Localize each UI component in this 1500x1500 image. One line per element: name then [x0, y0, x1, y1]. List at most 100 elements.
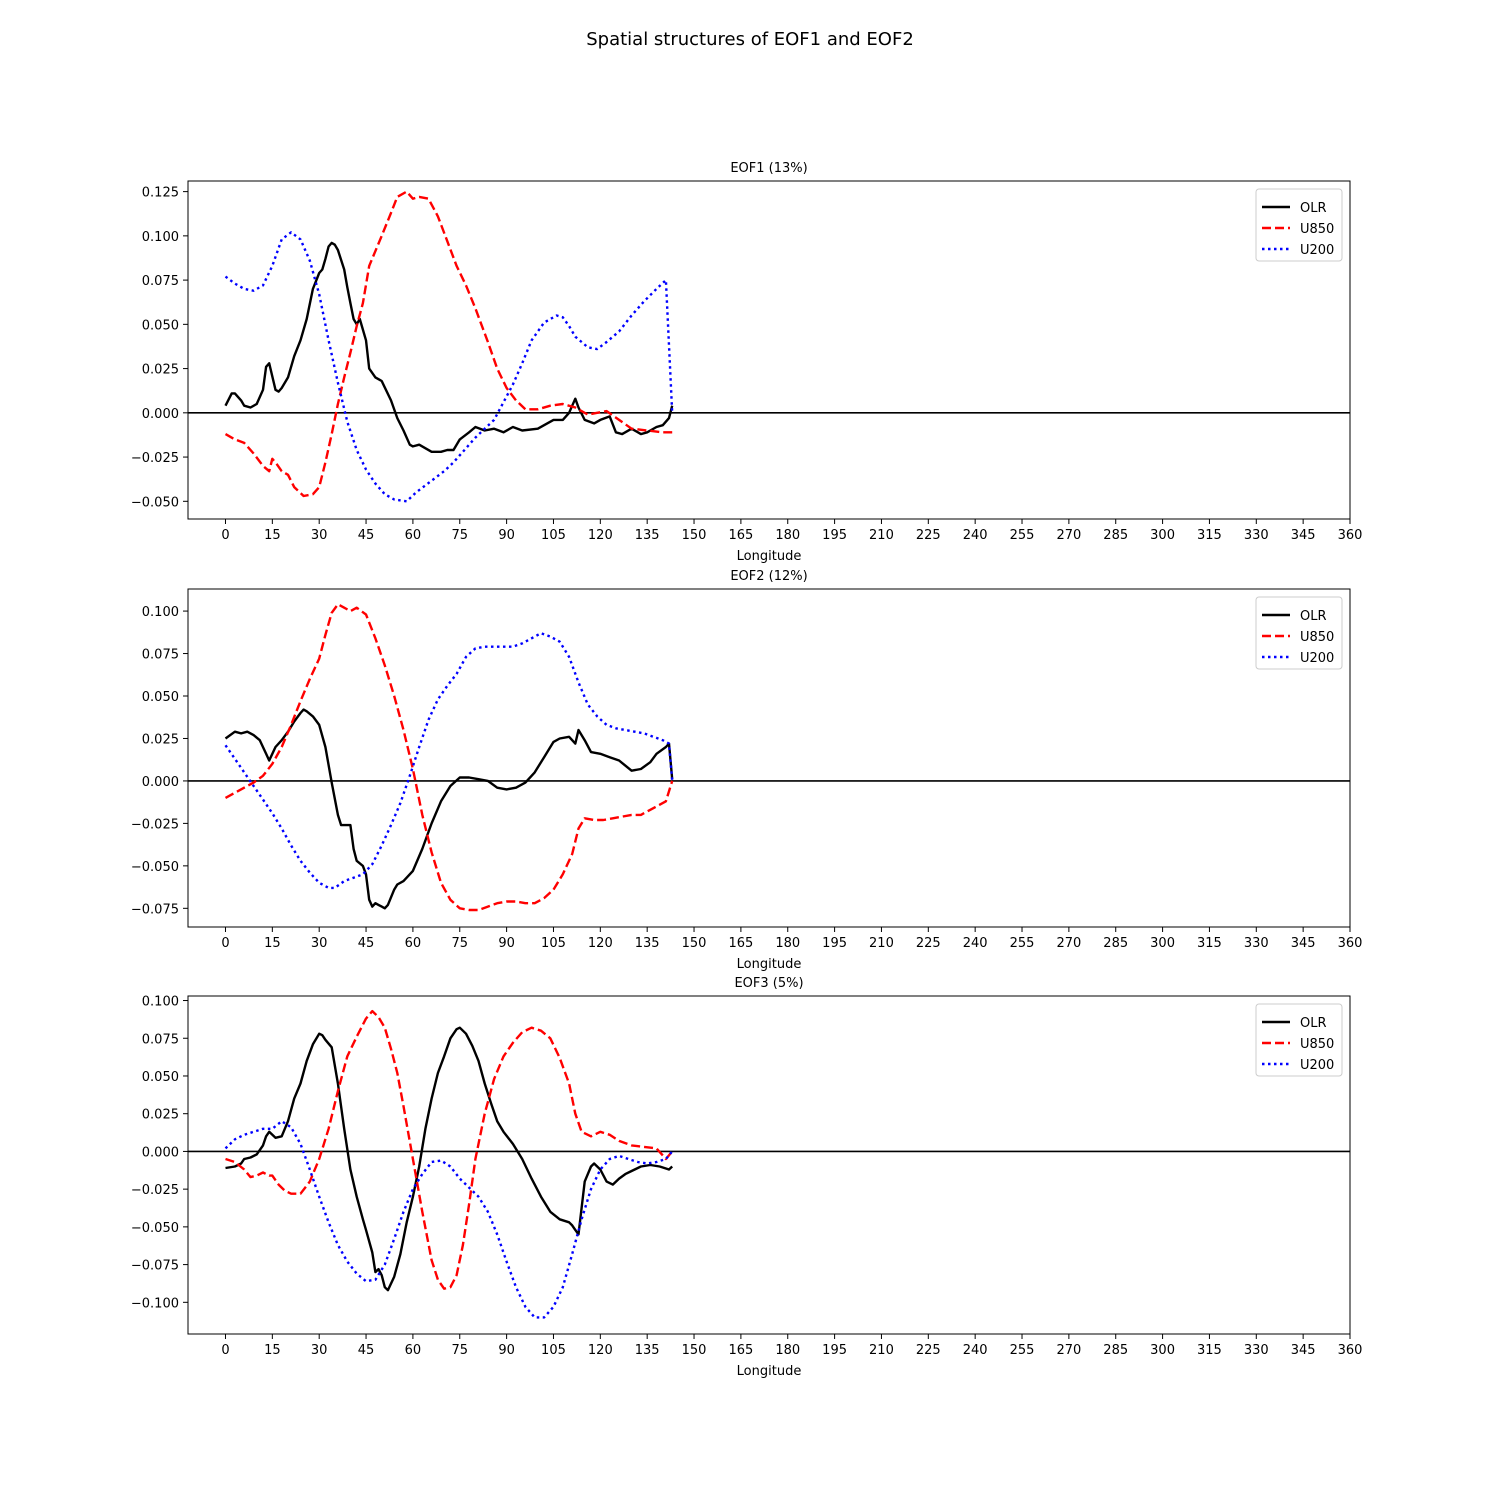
x-tick-label: 330 [1244, 528, 1269, 543]
series-line-olr [224, 708, 674, 910]
x-tick-label: 90 [498, 936, 515, 951]
y-tick-label: 0.100 [142, 605, 179, 620]
y-tick-label: 0.050 [142, 318, 179, 333]
x-tick-label: 345 [1291, 936, 1316, 951]
y-tick-label: −0.050 [131, 860, 179, 875]
x-tick-label: 300 [1150, 528, 1175, 543]
x-tick-label: 360 [1338, 528, 1363, 543]
y-tick-label: 0.050 [142, 690, 179, 705]
series-line-u200 [224, 231, 674, 503]
x-tick-label: 285 [1103, 1343, 1128, 1358]
y-tick-label: 0.075 [142, 274, 179, 289]
x-tick-label: 210 [869, 528, 894, 543]
series-group [224, 603, 674, 912]
x-tick-label: 225 [916, 528, 941, 543]
x-axis-label: Longitude [737, 549, 802, 564]
x-tick-label: 90 [498, 1343, 515, 1358]
series-group [224, 190, 674, 503]
x-tick-label: 165 [728, 1343, 753, 1358]
x-tick-label: 90 [498, 528, 515, 543]
y-tick-label: 0.100 [142, 995, 179, 1010]
x-tick-label: 60 [405, 936, 422, 951]
x-axis-label: Longitude [737, 1364, 802, 1379]
y-tick-label: −0.025 [131, 817, 179, 832]
legend-label-olr: OLR [1300, 201, 1327, 216]
y-tick-label: 0.025 [142, 1108, 179, 1123]
x-tick-label: 210 [869, 936, 894, 951]
x-tick-label: 195 [822, 936, 847, 951]
x-tick-label: 240 [963, 936, 988, 951]
x-tick-label: 180 [775, 528, 800, 543]
x-tick-label: 195 [822, 1343, 847, 1358]
legend: OLR U850 U200 [1255, 188, 1343, 262]
x-tick-label: 270 [1056, 1343, 1081, 1358]
x-tick-label: 45 [358, 1343, 375, 1358]
x-tick-label: 180 [775, 1343, 800, 1358]
x-tick-label: 150 [682, 936, 707, 951]
series-line-u850 [224, 603, 674, 912]
x-tick-label: 360 [1338, 1343, 1363, 1358]
series-line-u850 [224, 190, 673, 498]
x-tick-label: 180 [775, 936, 800, 951]
x-tick-label: 240 [963, 1343, 988, 1358]
legend-label-u200: U200 [1300, 1058, 1334, 1073]
y-tick-label: 0.000 [142, 775, 179, 790]
legend: OLR U850 U200 [1255, 1003, 1343, 1077]
x-tick-label: 0 [221, 1343, 229, 1358]
legend-label-u850: U850 [1300, 630, 1334, 645]
x-tick-label: 15 [264, 528, 281, 543]
x-tick-label: 225 [916, 1343, 941, 1358]
x-tick-label: 0 [221, 936, 229, 951]
panel-title: EOF2 (12%) [730, 569, 807, 584]
x-tick-label: 15 [264, 1343, 281, 1358]
x-tick-label: 315 [1197, 936, 1222, 951]
axes-frame [187, 995, 1351, 1335]
y-tick-label: −0.050 [131, 1221, 179, 1236]
x-tick-label: 105 [541, 936, 566, 951]
x-tick-label: 135 [635, 936, 660, 951]
axes-frame [187, 180, 1351, 520]
y-tick-label: −0.100 [131, 1296, 179, 1311]
x-tick-label: 315 [1197, 528, 1222, 543]
x-tick-label: 360 [1338, 936, 1363, 951]
axes-frame [187, 588, 1351, 928]
x-axis-label: Longitude [737, 957, 802, 972]
y-tick-label: 0.125 [142, 186, 179, 201]
panels: EOF1 (13%)0 15 30 45 60 75 90 105 120 135 150 165 18… [131, 161, 1363, 1379]
x-tick-label: 150 [682, 528, 707, 543]
x-tick-label: 300 [1150, 936, 1175, 951]
x-tick-label: 75 [451, 1343, 468, 1358]
series-line-olr [225, 1026, 674, 1292]
y-tick-label: 0.050 [142, 1070, 179, 1085]
legend-label-u850: U850 [1300, 222, 1334, 237]
x-tick-label: 225 [916, 936, 941, 951]
panel-eof2: EOF2 (12%) 0 15 30 45 60 75 90 105 120 135 150 165 18… [131, 569, 1363, 972]
x-tick-label: 270 [1056, 936, 1081, 951]
y-tick-label: −0.025 [131, 451, 179, 466]
x-tick-label: 120 [588, 936, 613, 951]
x-tick-label: 285 [1103, 936, 1128, 951]
x-tick-label: 30 [311, 1343, 328, 1358]
y-tick-label: −0.050 [131, 495, 179, 510]
series-line-u200 [224, 1119, 674, 1319]
legend-label-u200: U200 [1300, 651, 1334, 666]
x-tick-label: 165 [728, 528, 753, 543]
x-tick-label: 300 [1150, 1343, 1175, 1358]
x-tick-label: 15 [264, 936, 281, 951]
x-tick-label: 330 [1244, 1343, 1269, 1358]
panel-title: EOF1 (13%) [730, 161, 807, 176]
x-tick-label: 105 [541, 528, 566, 543]
figure-suptitle: Spatial structures of EOF1 and EOF2 [586, 29, 914, 50]
legend: OLR U850 U200 [1255, 596, 1343, 670]
panel-eof3: EOF3 (5%) 0 15 30 45 60 75 90 105 120 135 150 165 180… [131, 976, 1363, 1379]
y-tick-label: −0.075 [131, 1259, 179, 1274]
x-tick-label: 330 [1244, 936, 1269, 951]
x-tick-label: 285 [1103, 528, 1128, 543]
x-tick-label: 270 [1056, 528, 1081, 543]
y-tick-label: 0.025 [142, 363, 179, 378]
y-tick-label: −0.075 [131, 902, 179, 917]
x-tick-label: 0 [221, 528, 229, 543]
x-tick-label: 45 [358, 936, 375, 951]
y-tick-label: 0.100 [142, 230, 179, 245]
